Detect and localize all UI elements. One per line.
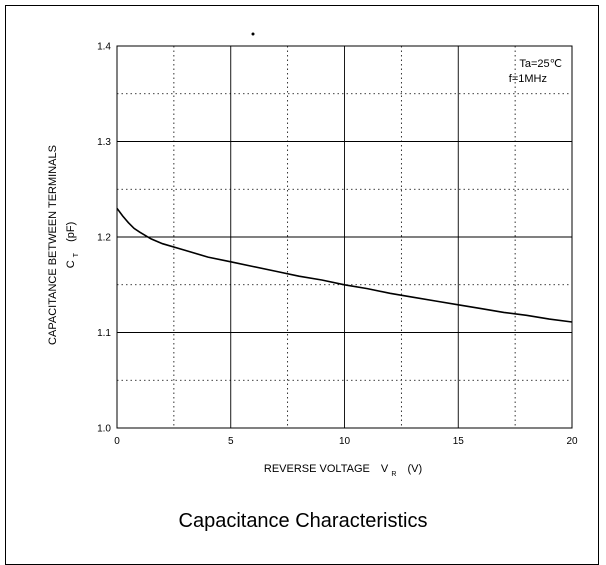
x-tick-label: 5 [228, 436, 234, 447]
x-axis-unit: (V) [407, 463, 422, 475]
y-axis-subscript: T [73, 252, 80, 257]
y-axis-symbol: C [65, 260, 77, 268]
condition-temperature: Ta=25℃ [519, 58, 562, 70]
y-tick-label: 1.1 [97, 328, 111, 339]
x-axis-symbol: V [381, 463, 389, 475]
condition-frequency: f=1MHz [509, 73, 547, 85]
x-tick-label: 15 [453, 436, 465, 447]
x-axis-subscript: R [391, 471, 396, 478]
plot-area-border [116, 45, 573, 429]
y-axis-label-line2: C T (pF) [65, 222, 81, 269]
capacitance-chart: 0 5 10 15 20 1.0 1.1 1.2 1.3 1.4 Ta=25℃ f=1MHz R… [47, 32, 578, 479]
y-tick-label: 1.3 [97, 137, 111, 148]
capacitance-curve [116, 207, 573, 323]
y-tick-label: 1.0 [97, 424, 111, 435]
x-tick-label: 10 [339, 436, 351, 447]
y-axis-unit: (pF) [65, 222, 77, 242]
chart-caption: Capacitance Characteristics [178, 510, 428, 532]
major-grid [117, 46, 572, 428]
x-tick-label: 20 [566, 436, 578, 447]
x-tick-label: 0 [114, 436, 120, 447]
minor-grid [117, 46, 572, 428]
x-tick-labels: 0 5 10 15 20 [114, 436, 578, 447]
stray-dot [251, 32, 255, 36]
y-tick-labels: 1.0 1.1 1.2 1.3 1.4 [97, 42, 111, 435]
x-axis-label: REVERSE VOLTAGE V R (V) [264, 463, 422, 479]
y-axis-label-line1: CAPACITANCE BETWEEN TERMINALS [47, 145, 59, 345]
x-axis-label-text: REVERSE VOLTAGE [264, 463, 370, 475]
y-tick-label: 1.4 [97, 42, 111, 53]
y-tick-label: 1.2 [97, 233, 111, 244]
